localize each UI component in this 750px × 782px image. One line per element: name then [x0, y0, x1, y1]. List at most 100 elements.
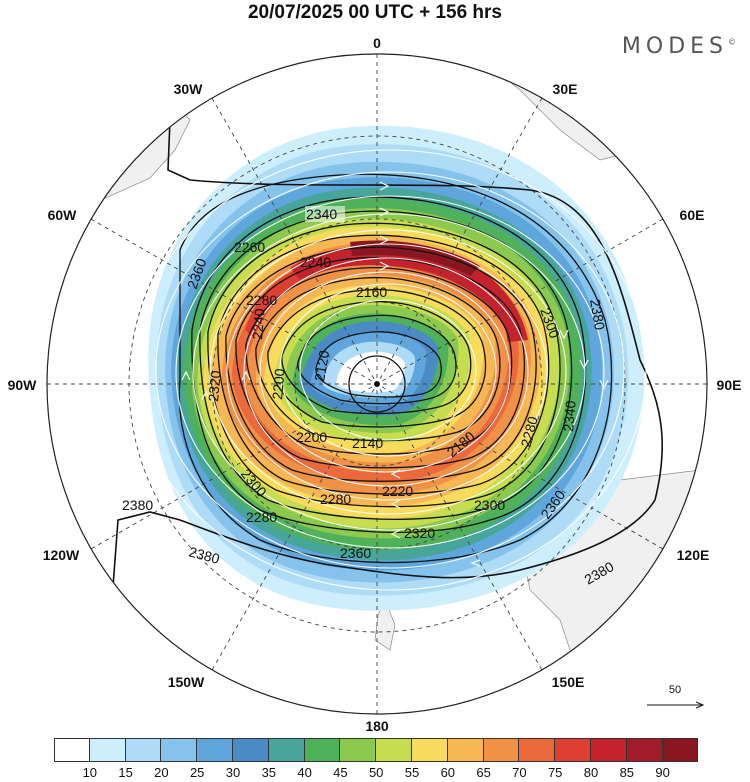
colorbar-label: 70 [512, 765, 527, 780]
lon-label-30e: 30E [553, 81, 578, 97]
contour-label-s: 2380 [122, 497, 153, 513]
contour-label-h: 2320 [205, 370, 224, 403]
brand-name: MODES [621, 34, 728, 59]
colorbar-cell [340, 738, 377, 762]
streamline-2 [243, 257, 529, 487]
colorbar-label: 75 [547, 765, 563, 780]
contour-label-text: 2300 [474, 497, 505, 513]
colorbar-label: 10 [82, 765, 98, 780]
contour-label-text: 2140 [352, 435, 383, 451]
contour-label-text: 2120 [311, 349, 332, 383]
contour-label-f: 2240 [249, 308, 268, 341]
wind-speed-shading [148, 125, 645, 611]
contour-2160 [281, 300, 472, 415]
contour-label-c: 2160 [356, 284, 387, 300]
colorbar [54, 738, 699, 762]
colorbar-cell [54, 738, 90, 762]
contour-label-text: 2360 [340, 545, 371, 561]
contour-label-text: 2280 [517, 414, 541, 448]
contour-label-text: 2200 [269, 368, 288, 401]
contour-2120 [315, 331, 442, 398]
streamline-5 [192, 213, 586, 531]
contour-2200 [255, 276, 501, 442]
contour-label-t: 2380 [187, 543, 221, 567]
contour-label-b: 2240 [300, 254, 331, 270]
streamline-9 [279, 283, 497, 457]
contour-label-a: 2340 [305, 206, 345, 222]
colorbar-cell [304, 738, 341, 762]
colorbar-cell [89, 738, 126, 762]
contour-label-u: 2380 [587, 298, 608, 332]
colorbar-label: 40 [297, 765, 312, 780]
contour-label-text: 2380 [122, 497, 153, 513]
lon-label-150w: 150W [168, 674, 205, 690]
wind-streamlines [133, 149, 647, 591]
contour-label-r: 2360 [340, 545, 371, 561]
contour-label-text: 2380 [187, 543, 221, 567]
colorbar-label: 30 [225, 765, 241, 780]
contour-label-text: 2380 [587, 298, 608, 332]
colorbar-cell [519, 738, 556, 762]
contour-label-text: 2340 [560, 400, 579, 433]
contour-label-text: 2320 [205, 370, 224, 403]
lon-label-0: 0 [373, 35, 381, 51]
colorbar-cell [590, 738, 627, 762]
contour-label-e: 2260 [234, 239, 265, 255]
map-content [47, 54, 707, 714]
colorbar-label: 55 [404, 765, 420, 780]
colorbar-label: 60 [440, 765, 456, 780]
lon-label-90e: 90E [717, 377, 742, 393]
contour-2300 [207, 222, 561, 508]
contour-label-x: 2280 [517, 414, 541, 448]
colorbar-cell [376, 738, 412, 762]
colorbar-cell [197, 738, 233, 762]
brand-mark: © [728, 37, 736, 47]
streamline-8 [133, 149, 647, 591]
contour-label-text: 2280 [320, 491, 351, 507]
contour-label-g: 2200 [269, 368, 288, 401]
contour-2340 [191, 196, 587, 533]
contour-label-text: 2280 [246, 509, 277, 525]
contour-label-p: 2300 [474, 497, 505, 513]
contour-label-m: 2140 [352, 435, 383, 451]
colorbar-label: 85 [619, 765, 635, 780]
contour-label-w: 2340 [560, 400, 579, 433]
lon-label-120e: 120E [677, 547, 710, 563]
lon-label-180: 180 [365, 718, 389, 734]
colorbar-labels: 10 15 20 25 30 35 40 45 50 55 60 65 70 75 80 85 90 [0, 765, 750, 781]
contour-2280 [217, 234, 550, 495]
contour-label-d: 2120 [311, 349, 332, 383]
contour-label-text: 2340 [306, 206, 337, 222]
streamline-7 [155, 171, 625, 569]
contour-2240 [235, 256, 526, 469]
core-10 [336, 351, 405, 393]
colorbar-cell [483, 738, 520, 762]
contour-label-text: 2240 [300, 254, 331, 270]
colorbar-cell [447, 738, 484, 762]
streamline-6 [175, 195, 605, 549]
lon-label-90w: 90W [8, 377, 38, 393]
brand-logo: MODES© [622, 34, 736, 59]
contour-2360 [178, 173, 613, 564]
contour-label-text: 2280 [246, 292, 277, 308]
lon-label-150e: 150E [552, 674, 585, 690]
colorbar-cell [268, 738, 305, 762]
map-title: 20/07/2025 00 UTC + 156 hrs [247, 2, 503, 23]
contour-label-text: 2160 [356, 284, 387, 300]
contour-2180 [267, 288, 487, 428]
lon-label-30w: 30W [174, 81, 204, 97]
longitude-labels: 0 30E 60E 90E 120E 150E 180 150W 120W 90… [8, 35, 742, 734]
contour-label-text: 2200 [296, 429, 327, 445]
colorbar-label: 80 [583, 765, 599, 780]
contour-label-text: 2260 [234, 239, 265, 255]
colorbar-cell [626, 738, 663, 762]
lon-label-120w: 120W [43, 547, 80, 563]
band-90 [350, 240, 480, 276]
streamline-4 [209, 229, 567, 515]
contour-label-l: 2280 [320, 491, 351, 507]
contour-label-z: 2280 [246, 509, 277, 525]
colorbar-label: 15 [118, 765, 133, 780]
colorbar-cell [161, 738, 198, 762]
contour-label-q: 2320 [404, 525, 435, 541]
colorbar-cell [125, 738, 162, 762]
